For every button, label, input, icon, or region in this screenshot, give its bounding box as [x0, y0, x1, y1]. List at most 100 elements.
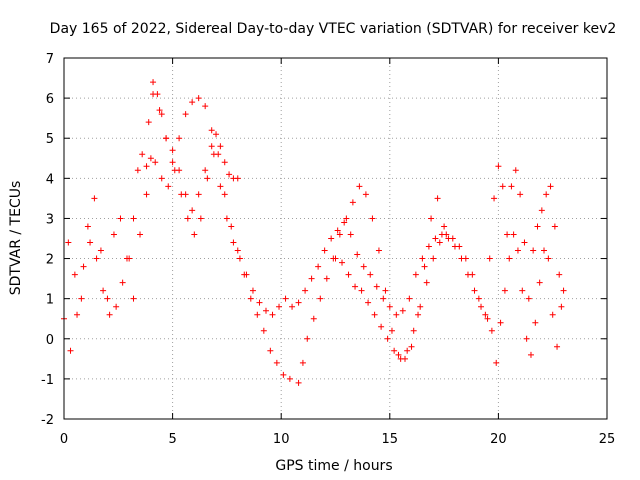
data-point	[393, 311, 400, 318]
data-point	[558, 303, 565, 310]
series-arc-1	[61, 151, 491, 354]
grid	[64, 58, 607, 419]
data-point	[208, 127, 215, 134]
data-point	[152, 159, 159, 166]
data-point	[506, 255, 513, 262]
data-point	[504, 231, 511, 238]
data-point	[421, 263, 428, 270]
x-tick-label: 0	[60, 432, 68, 447]
data-point	[202, 167, 209, 174]
data-point	[165, 183, 172, 190]
data-point	[289, 303, 296, 310]
data-point	[554, 343, 561, 350]
y-tick-label: 7	[46, 52, 54, 67]
x-tick-label: 5	[168, 432, 176, 447]
data-point	[176, 135, 183, 142]
data-point	[417, 303, 424, 310]
data-point	[249, 287, 256, 294]
data-point	[269, 311, 276, 318]
data-point	[221, 159, 228, 166]
data-point	[365, 299, 372, 306]
data-point	[508, 183, 515, 190]
data-point	[130, 295, 137, 302]
y-tick-label: 4	[46, 172, 54, 187]
data-point	[163, 135, 170, 142]
data-point	[345, 271, 352, 278]
data-point	[478, 303, 485, 310]
data-point	[512, 167, 519, 174]
data-point	[189, 207, 196, 214]
data-point	[276, 303, 283, 310]
y-tick-label: 3	[46, 212, 54, 227]
data-point	[395, 351, 402, 358]
y-tick-label: -1	[41, 373, 54, 388]
data-point	[495, 163, 502, 170]
data-point	[397, 355, 404, 362]
data-point	[230, 239, 237, 246]
data-point	[534, 223, 541, 230]
data-point	[137, 231, 144, 238]
data-point	[404, 347, 411, 354]
data-point	[234, 175, 241, 182]
x-tick-label: 10	[273, 432, 290, 447]
data-point	[369, 215, 376, 222]
data-point	[536, 279, 543, 286]
data-point	[286, 375, 293, 382]
data-point	[343, 215, 350, 222]
data-point	[280, 371, 287, 378]
data-point	[356, 183, 363, 190]
data-point	[184, 215, 191, 222]
data-point	[93, 255, 100, 262]
data-point	[67, 347, 74, 354]
plot-frame	[63, 57, 608, 420]
data-point	[169, 147, 176, 154]
data-point	[158, 175, 165, 182]
series-arc-3	[145, 79, 241, 214]
data-point	[423, 279, 430, 286]
data-point	[182, 111, 189, 118]
data-point	[415, 311, 422, 318]
data-point	[145, 119, 152, 126]
data-point	[334, 227, 341, 234]
data-point	[78, 295, 85, 302]
data-point	[358, 287, 365, 294]
series-arc-2	[65, 91, 293, 382]
x-tick-label: 15	[382, 432, 399, 447]
data-point	[545, 255, 552, 262]
data-point	[449, 235, 456, 242]
series-arc-6	[486, 163, 567, 302]
data-point	[130, 215, 137, 222]
data-point	[482, 311, 489, 318]
data-point	[197, 215, 204, 222]
data-point	[195, 191, 202, 198]
data-point	[226, 171, 233, 178]
data-point	[471, 287, 478, 294]
data-point	[436, 239, 443, 246]
data-point	[491, 195, 498, 202]
data-point	[321, 247, 328, 254]
data-point	[273, 359, 280, 366]
data-point	[391, 347, 398, 354]
data-point	[523, 335, 530, 342]
axis-tick-labels: -2 -1 0 1 2 3 4 5 6 7 0 5 10 15 20 25	[41, 52, 615, 447]
data-point	[354, 251, 361, 258]
data-point	[378, 323, 385, 330]
data-point	[371, 311, 378, 318]
data-point	[336, 231, 343, 238]
data-point	[399, 307, 406, 314]
data-point	[143, 191, 150, 198]
data-point	[110, 231, 117, 238]
data-point	[282, 295, 289, 302]
data-point	[123, 255, 130, 262]
y-tick-label: 5	[46, 132, 54, 147]
data-point	[456, 243, 463, 250]
data-point	[551, 223, 558, 230]
x-tick-label: 20	[490, 432, 507, 447]
data-point	[217, 183, 224, 190]
data-point	[204, 175, 211, 182]
data-point	[228, 223, 235, 230]
series-arc-5	[332, 231, 495, 362]
data-point	[113, 303, 120, 310]
data-point	[191, 231, 198, 238]
